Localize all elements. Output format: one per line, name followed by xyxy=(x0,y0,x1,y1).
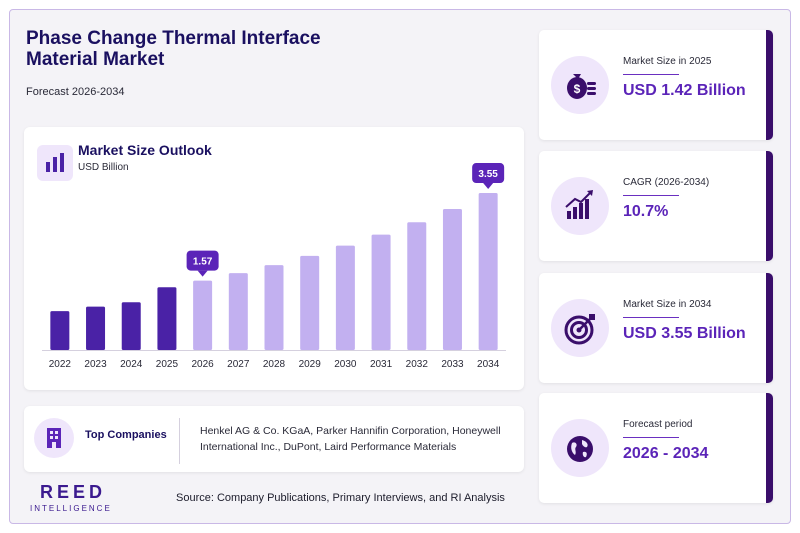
bar-2027 xyxy=(228,273,248,350)
bar-2031 xyxy=(371,234,391,350)
x-tick-label: 2033 xyxy=(441,359,464,370)
x-tick-label: 2025 xyxy=(156,359,179,370)
chart-card: Market Size Outlook USD Billion 2022 2023… xyxy=(24,127,524,390)
building-icon xyxy=(34,418,74,458)
page-subtitle: Forecast 2026-2034 xyxy=(26,86,125,98)
kpi-value: USD 1.42 Billion xyxy=(623,82,746,99)
page-title: Phase Change Thermal Interface Material … xyxy=(26,28,321,70)
bar-2029 xyxy=(300,255,320,350)
bar-chart-icon xyxy=(37,145,73,181)
chart-title: Market Size Outlook xyxy=(78,142,212,158)
kpi-rule xyxy=(623,74,679,75)
bar-2024 xyxy=(121,302,141,350)
top-companies-label: Top Companies xyxy=(85,429,167,441)
top-companies-list: Henkel AG & Co. KGaA, Parker Hannifin Co… xyxy=(200,425,501,453)
kpi-label: Market Size in 2025 xyxy=(623,56,712,67)
svg-text:3.55: 3.55 xyxy=(478,169,498,180)
kpi-label: Forecast period xyxy=(623,419,693,430)
bar-2033 xyxy=(442,208,462,350)
kpi-rule xyxy=(623,195,679,196)
target-icon xyxy=(551,299,609,357)
x-tick-label: 2029 xyxy=(299,359,322,370)
data-label-2034: 3.55 xyxy=(472,163,505,190)
kpi-value: 2026 - 2034 xyxy=(623,445,709,462)
svg-text:$: $ xyxy=(574,82,581,96)
top-companies-card: Top Companies Henkel AG & Co. KGaA, Park… xyxy=(24,406,524,472)
bar-2022 xyxy=(50,311,70,350)
x-tick-label: 2022 xyxy=(49,359,72,370)
x-tick-label: 2026 xyxy=(191,359,214,370)
kpi-card-forecast-period: Forecast period 2026 - 2034 xyxy=(539,393,773,503)
bar-2034 xyxy=(478,193,498,350)
svg-text:1.57: 1.57 xyxy=(193,257,213,268)
bar-2030 xyxy=(335,245,355,350)
money-bag-icon: $ xyxy=(551,56,609,114)
kpi-label: Market Size in 2034 xyxy=(623,299,712,310)
x-tick-label: 2034 xyxy=(477,359,500,370)
data-label-2026: 1.57 xyxy=(186,250,219,277)
bar-2028 xyxy=(264,265,284,350)
kpi-card-market-size-2034: Market Size in 2034 USD 3.55 Billion xyxy=(539,273,773,383)
x-tick-label: 2031 xyxy=(370,359,393,370)
bar-2025 xyxy=(157,287,177,350)
x-tick-label: 2028 xyxy=(263,359,286,370)
kpi-value: USD 3.55 Billion xyxy=(623,325,746,342)
divider xyxy=(179,418,180,464)
kpi-rule xyxy=(623,317,679,318)
brand-logo: REED xyxy=(40,482,107,502)
kpi-card-market-size-2025: $ Market Size in 2025 USD 1.42 Billion xyxy=(539,30,773,140)
brand-logo-subtitle: INTELLIGENCE xyxy=(30,504,112,513)
chart-unit: USD Billion xyxy=(78,162,129,173)
bar-2023 xyxy=(86,306,106,350)
kpi-card-cagr: CAGR (2026-2034) 10.7% xyxy=(539,151,773,261)
bar-chart: 2022 2023 2024 2025 2026 1.57 2027 2028 2029 2030… xyxy=(42,163,506,370)
x-tick-label: 2023 xyxy=(84,359,107,370)
kpi-value: 10.7% xyxy=(623,203,669,220)
kpi-rule xyxy=(623,437,679,438)
bar-2026 xyxy=(193,280,213,350)
x-tick-label: 2032 xyxy=(406,359,429,370)
kpi-label: CAGR (2026-2034) xyxy=(623,177,710,188)
x-tick-label: 2030 xyxy=(334,359,357,370)
bar-2032 xyxy=(407,222,427,350)
x-tick-label: 2024 xyxy=(120,359,143,370)
growth-chart-icon xyxy=(551,177,609,235)
x-tick-label: 2027 xyxy=(227,359,250,370)
globe-icon xyxy=(551,419,609,477)
source-note: Source: Company Publications, Primary In… xyxy=(176,492,505,504)
